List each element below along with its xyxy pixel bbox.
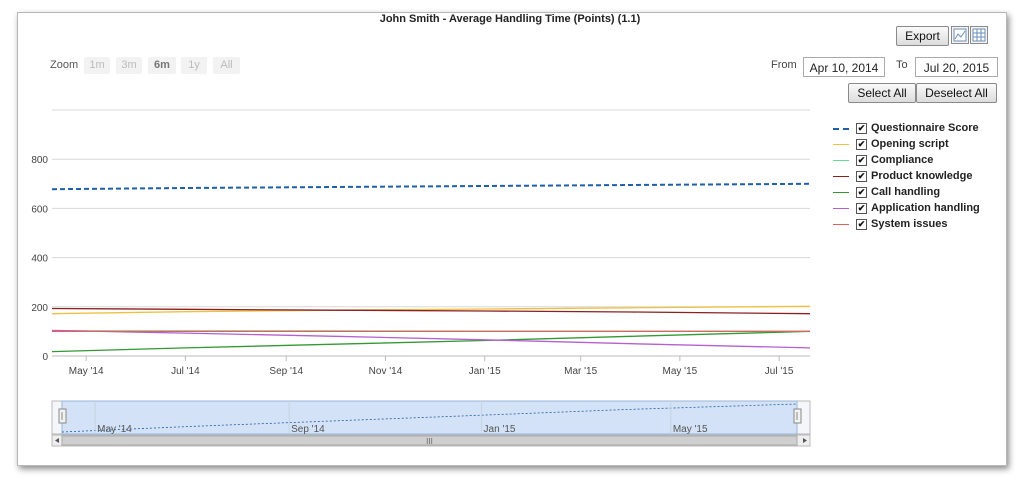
scrollbar-grip: III <box>426 437 433 446</box>
x-tick-label: May '14 <box>69 366 104 377</box>
legend-checkbox[interactable]: ✔ <box>856 203 867 214</box>
legend-checkbox[interactable]: ✔ <box>856 139 867 150</box>
legend-label: Opening script <box>871 138 949 150</box>
legend-checkbox[interactable]: ✔ <box>856 123 867 134</box>
deselect-all-button[interactable]: Deselect All <box>916 83 997 103</box>
export-button[interactable]: Export <box>896 26 949 46</box>
scroll-right-arrow-icon[interactable] <box>803 438 807 443</box>
y-tick-label: 200 <box>31 303 48 314</box>
legend-swatch <box>833 192 849 193</box>
y-tick-label: 600 <box>31 204 48 215</box>
x-tick-label: Sep '14 <box>269 366 303 377</box>
x-axis-ticks: May '14 Jul '14 Sep '14 Nov '14 Jan '15 Mar '… <box>69 356 794 377</box>
legend-swatch <box>833 144 849 145</box>
chart-title: John Smith - Average Handling Time (Poin… <box>379 13 641 25</box>
to-date-input[interactable]: Jul 20, 2015 <box>915 57 998 77</box>
navigator-tick-label: Jan '15 <box>484 424 516 435</box>
y-tick-label: 800 <box>31 155 48 166</box>
legend-checkbox[interactable]: ✔ <box>856 171 867 182</box>
x-tick-label: Jul '14 <box>171 366 200 377</box>
y-axis-ticks: 0 200 400 600 800 <box>31 155 48 363</box>
scrollbar-thumb[interactable] <box>61 435 798 446</box>
chart-view-icon[interactable] <box>951 26 969 44</box>
table-view-icon[interactable] <box>970 26 988 44</box>
gridlines <box>52 109 810 357</box>
y-tick-label: 0 <box>42 352 48 363</box>
legend-label: Compliance <box>871 154 934 166</box>
x-tick-label: Nov '14 <box>369 366 403 377</box>
navigator-tick-label: Sep '14 <box>291 424 325 435</box>
legend-label: Product knowledge <box>871 170 973 182</box>
series-lines <box>51 182 811 353</box>
legend-checkbox[interactable]: ✔ <box>856 155 867 166</box>
legend-checkbox[interactable]: ✔ <box>856 219 867 230</box>
x-tick-label: May '15 <box>663 366 698 377</box>
x-tick-label: Jan '15 <box>469 366 501 377</box>
legend-label: Questionnaire Score <box>871 122 979 134</box>
zoom-all-button[interactable]: All <box>213 57 240 74</box>
legend-swatch <box>833 128 849 130</box>
legend-swatch <box>833 208 849 209</box>
zoom-1m-button[interactable]: 1m <box>84 57 110 74</box>
legend-label: Application handling <box>871 202 980 214</box>
legend-label: Call handling <box>871 186 941 198</box>
legend-swatch <box>833 160 849 161</box>
zoom-6m-button[interactable]: 6m <box>148 57 176 74</box>
series-line-opening-script <box>51 305 811 315</box>
select-all-button[interactable]: Select All <box>848 83 916 103</box>
legend-swatch <box>833 176 849 177</box>
navigator-tick-label: May '15 <box>673 424 708 435</box>
x-tick-label: Jul '15 <box>765 366 794 377</box>
scroll-left-arrow-icon[interactable] <box>55 438 59 443</box>
series-line-application-handling <box>51 329 811 349</box>
zoom-1y-button[interactable]: 1y <box>181 57 207 74</box>
x-tick-label: Mar '15 <box>564 366 597 377</box>
chart-panel <box>17 12 1007 466</box>
legend-swatch <box>833 224 849 225</box>
series-line-call-handling <box>51 330 811 353</box>
zoom-3m-button[interactable]: 3m <box>116 57 142 74</box>
navigator[interactable]: May '14 Sep '14 Jan '15 May '15 III <box>51 400 811 447</box>
zoom-label: Zoom <box>50 59 79 71</box>
from-date-input[interactable]: Apr 10, 2014 <box>803 57 885 77</box>
legend-label: System issues <box>871 218 948 230</box>
series-line-questionnaire-score <box>51 182 811 191</box>
to-label: To <box>896 59 908 71</box>
legend-checkbox[interactable]: ✔ <box>856 187 867 198</box>
series-line-product-knowledge <box>51 307 811 315</box>
y-tick-label: 400 <box>31 254 48 265</box>
from-label: From <box>771 59 797 71</box>
navigator-tick-label: May '14 <box>97 424 132 435</box>
